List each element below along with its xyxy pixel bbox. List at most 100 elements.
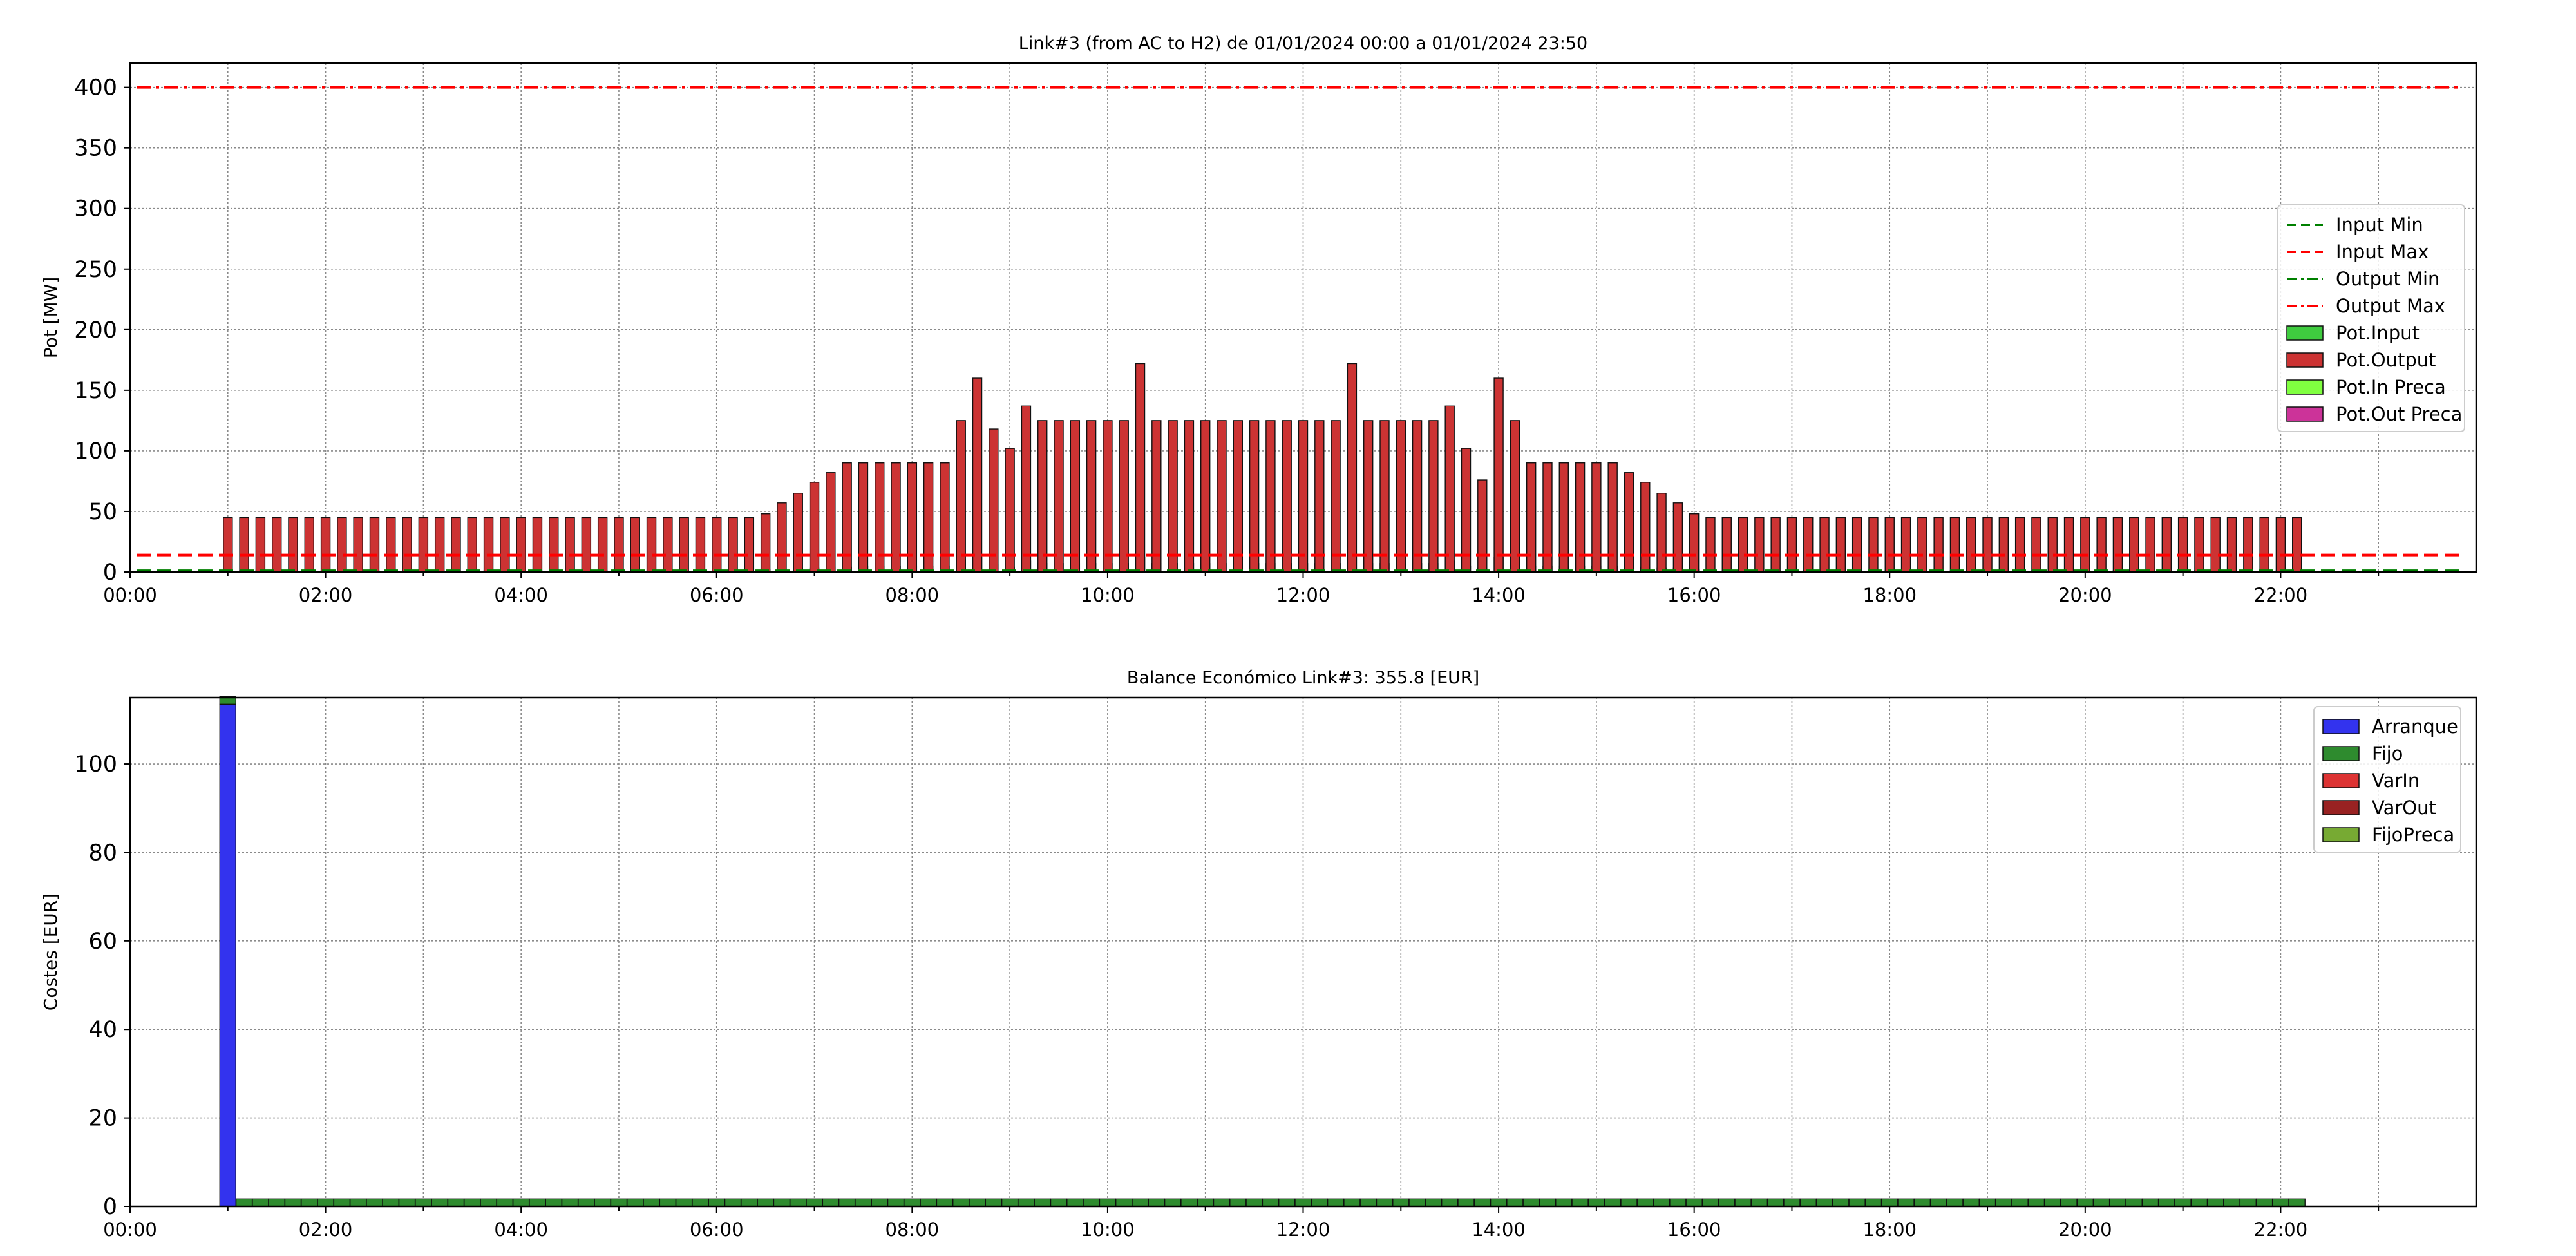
bar <box>1766 1198 1785 1207</box>
legend-item: Output Max <box>2287 295 2445 317</box>
bar <box>1786 517 1797 573</box>
bar <box>1640 482 1651 573</box>
legend-label: Output Min <box>2336 268 2439 290</box>
bar <box>1001 1198 1019 1207</box>
bar <box>545 1198 562 1207</box>
bar <box>1408 1198 1426 1207</box>
bar <box>398 1198 416 1207</box>
legend-label: Input Min <box>2336 214 2423 236</box>
bar <box>724 1198 742 1207</box>
x-tick-label: 22:00 <box>2254 1219 2308 1241</box>
y-tick-label: 400 <box>74 75 117 101</box>
bar <box>2226 517 2237 573</box>
legend-item: Arranque <box>2322 716 2458 737</box>
bar <box>1294 1198 1312 1207</box>
legend-item: Output Min <box>2287 268 2439 290</box>
reference-lines <box>137 86 2460 573</box>
bar <box>219 696 236 705</box>
bar <box>2174 1198 2192 1207</box>
legend-patch-swatch <box>2286 406 2324 422</box>
bar <box>2011 1198 2029 1207</box>
legend-label: Pot.Output <box>2336 349 2436 371</box>
x-tick-label: 00:00 <box>103 1219 157 1241</box>
bar <box>826 472 836 573</box>
bar <box>1005 448 1015 573</box>
bar <box>1881 1198 1899 1207</box>
bar <box>1506 1198 1524 1207</box>
bar <box>235 1198 253 1207</box>
y-axis-label: Pot [MW] <box>40 277 61 359</box>
plot-frame <box>129 696 2477 1208</box>
bar <box>1132 1198 1149 1207</box>
legend-item: Pot.Out Preca <box>2286 403 2462 425</box>
bar <box>500 517 510 573</box>
bar <box>2129 517 2139 573</box>
bar <box>532 517 543 573</box>
bar <box>806 1198 823 1207</box>
bar <box>304 517 314 573</box>
legend-patch-swatch <box>2286 325 2324 341</box>
y-tick-label: 50 <box>88 499 117 525</box>
bar <box>2080 517 2090 573</box>
bar <box>516 517 526 573</box>
bar <box>1848 1198 1866 1207</box>
legend-item: Pot.Input <box>2286 322 2420 344</box>
bar <box>2190 1198 2208 1207</box>
bar <box>1982 517 1993 573</box>
bar <box>1054 420 1064 573</box>
bar <box>741 1198 758 1207</box>
y-axis-label: Costes [EUR] <box>40 893 61 1011</box>
bar <box>1229 1198 1247 1207</box>
bar <box>1070 420 1081 573</box>
bar <box>512 1198 530 1207</box>
bar <box>2158 1198 2175 1207</box>
bar <box>1884 517 1895 573</box>
bar <box>1213 1198 1231 1207</box>
bar <box>1441 1198 1459 1207</box>
x-tick-label: 02:00 <box>299 1219 353 1241</box>
bar <box>663 517 673 573</box>
bar <box>239 517 249 573</box>
bar <box>1636 1198 1654 1207</box>
bar <box>679 517 689 573</box>
bar <box>2060 1198 2078 1207</box>
y-tick-label: 100 <box>74 439 117 464</box>
bar <box>549 517 559 573</box>
bar <box>447 1198 465 1207</box>
bar <box>1770 517 1781 573</box>
x-tick-label: 04:00 <box>494 1219 548 1241</box>
legend-patch-swatch <box>2322 719 2360 734</box>
bar <box>1298 420 1309 573</box>
legend: Arranque Fijo VarIn VarOut FijoPreca <box>2313 706 2461 853</box>
bar <box>1490 1198 1508 1207</box>
bar <box>2243 517 2253 573</box>
bar <box>1949 517 1960 573</box>
chart-panel-2: Balance Económico Link#3: 355.8 [EUR] Cos… <box>40 668 2477 1241</box>
bar <box>1428 420 1439 573</box>
bar <box>1738 517 1748 573</box>
bar <box>1620 1198 1638 1207</box>
bar <box>1311 1198 1328 1207</box>
legend-patch-swatch <box>2322 746 2360 761</box>
legend-label: Fijo <box>2372 743 2403 765</box>
x-tick-label: 06:00 <box>690 584 744 606</box>
bar <box>2161 517 2172 573</box>
y-tick-label: 100 <box>74 752 117 777</box>
legend-label: VarIn <box>2372 770 2420 792</box>
bar <box>1347 363 1358 573</box>
legend-item: Pot.In Preca <box>2286 376 2446 398</box>
bar <box>1510 420 1520 573</box>
bar <box>1819 517 1830 573</box>
x-tick-label: 08:00 <box>886 584 940 606</box>
bar <box>1379 420 1390 573</box>
bar <box>578 1198 595 1207</box>
bar <box>1477 479 1488 573</box>
bar <box>1343 1198 1361 1207</box>
bar <box>333 1198 351 1207</box>
grid <box>130 698 2476 1207</box>
bar <box>1314 420 1325 573</box>
y-tick-label: 80 <box>88 840 117 866</box>
bar <box>1815 1198 1833 1207</box>
x-tick-label: 14:00 <box>1472 584 1526 606</box>
